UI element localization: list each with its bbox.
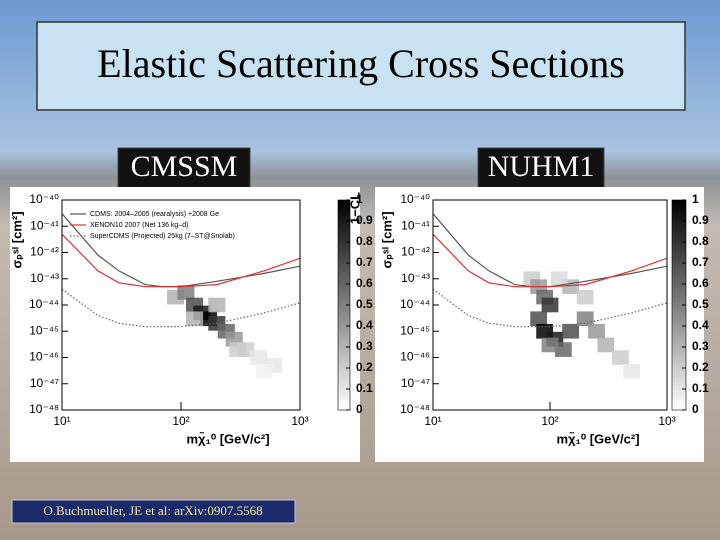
title-box bbox=[36, 21, 686, 111]
heat-cell bbox=[554, 342, 572, 357]
z-tick-label: 0.7 bbox=[692, 255, 709, 269]
z-tick-label: 0.7 bbox=[356, 255, 373, 269]
y-tick-label: 10⁻⁴¹ bbox=[401, 218, 430, 232]
legend-label: XENON10 2007 (Net 136 kg–d) bbox=[90, 222, 188, 229]
z-tick-label: 0.2 bbox=[692, 360, 709, 374]
y-tick-label: 10⁻⁴⁷ bbox=[401, 376, 430, 390]
y-tick-label: 10⁻⁴⁶ bbox=[29, 350, 59, 364]
heat-cell bbox=[550, 271, 568, 287]
plot-area bbox=[62, 213, 300, 379]
z-tick-label: 0 bbox=[356, 402, 363, 416]
plot-area bbox=[433, 213, 667, 379]
limit-curve bbox=[433, 288, 667, 328]
y-tick-label: 10⁻⁴² bbox=[30, 245, 59, 259]
y-tick-label: 10⁻⁴⁵ bbox=[29, 323, 59, 337]
x-tick-label: 10³ bbox=[658, 414, 675, 428]
legend-label: SuperCDMS (Projected) 25kg (7–ST@Snolab) bbox=[90, 233, 235, 240]
z-tick-label: 0.6 bbox=[692, 276, 709, 290]
z-tick-label: 0.5 bbox=[356, 297, 373, 311]
y-tick-label: 10⁻⁴⁰ bbox=[400, 192, 430, 206]
z-tick-label: 1 bbox=[356, 192, 363, 206]
z-tick-label: 0.8 bbox=[692, 234, 709, 248]
z-tick-label: 1 bbox=[692, 192, 699, 206]
x-tick-label: 10² bbox=[172, 414, 189, 428]
plot-panel bbox=[10, 187, 360, 462]
limit-curve bbox=[433, 233, 667, 288]
y-tick-label: 10⁻⁴⁵ bbox=[400, 323, 430, 337]
y-tick-label: 10⁻⁴⁴ bbox=[29, 297, 59, 311]
y-axis-label: σₚˢᴵ [cm²] bbox=[379, 211, 394, 268]
y-tick-label: 10⁻⁴⁰ bbox=[29, 192, 59, 206]
y-tick-label: 10⁻⁴⁸ bbox=[29, 402, 59, 416]
heat-cell bbox=[250, 350, 268, 365]
x-axis-label: mχ̃₁⁰ [GeV/c²] bbox=[556, 431, 639, 446]
x-axis-label: mχ̃₁⁰ [GeV/c²] bbox=[186, 431, 269, 446]
x-tick-label: 10² bbox=[541, 414, 558, 428]
heat-cell bbox=[623, 363, 641, 379]
y-axis-label: σₚˢᴵ [cm²] bbox=[9, 211, 24, 268]
legend-label: CDMS: 2004–2005 (rearalysis) +2008 Ge bbox=[90, 211, 219, 218]
heat-cell bbox=[562, 323, 580, 339]
z-tick-label: 0.5 bbox=[692, 297, 709, 311]
y-tick-label: 10⁻⁴¹ bbox=[30, 218, 59, 232]
y-tick-label: 10⁻⁴⁷ bbox=[30, 376, 59, 390]
z-tick-label: 0 bbox=[692, 402, 699, 416]
heat-cell bbox=[576, 289, 594, 305]
heat-cell bbox=[229, 342, 247, 357]
z-tick-label: 0.8 bbox=[356, 234, 373, 248]
y-tick-label: 10⁻⁴³ bbox=[401, 271, 430, 285]
heat-cell bbox=[255, 363, 273, 379]
z-axis-label: 1−CL bbox=[347, 192, 362, 224]
heat-cell bbox=[588, 323, 605, 339]
heat-cell bbox=[530, 311, 548, 327]
x-tick-label: 10³ bbox=[291, 414, 308, 428]
heat-cell bbox=[186, 311, 204, 327]
y-tick-label: 10⁻⁴⁸ bbox=[400, 402, 430, 416]
model-label: CMSSM bbox=[131, 150, 238, 183]
x-tick-label: 10¹ bbox=[53, 414, 70, 428]
heat-cell bbox=[612, 350, 629, 365]
label-box bbox=[477, 147, 605, 189]
label-box bbox=[117, 147, 251, 189]
x-tick-label: 10¹ bbox=[424, 414, 441, 428]
heat-cell bbox=[597, 337, 615, 353]
z-tick-label: 0.1 bbox=[692, 381, 709, 395]
heat-cell bbox=[541, 297, 559, 313]
z-tick-label: 0.4 bbox=[692, 318, 709, 332]
citation-box bbox=[11, 499, 296, 524]
heat-cell bbox=[177, 285, 195, 300]
y-tick-label: 10⁻⁴³ bbox=[30, 271, 59, 285]
y-tick-label: 10⁻⁴² bbox=[401, 245, 430, 259]
y-tick-label: 10⁻⁴⁴ bbox=[400, 297, 430, 311]
z-tick-label: 0.3 bbox=[692, 339, 709, 353]
z-tick-label: 0.3 bbox=[356, 339, 373, 353]
slide-title: Elastic Scattering Cross Sections bbox=[97, 41, 625, 86]
heat-cell bbox=[208, 297, 226, 313]
z-tick-label: 0.9 bbox=[356, 213, 373, 227]
heat-cell bbox=[576, 311, 594, 327]
model-label: NUHM1 bbox=[488, 150, 595, 183]
limit-curve bbox=[62, 233, 300, 288]
y-tick-label: 10⁻⁴⁶ bbox=[400, 350, 430, 364]
z-tick-label: 0.1 bbox=[356, 381, 373, 395]
z-tick-label: 0.9 bbox=[692, 213, 709, 227]
z-tick-label: 0.6 bbox=[356, 276, 373, 290]
citation: O.Buchmueller, JE et al: arXiv:0907.5568 bbox=[43, 503, 262, 518]
heat-cell bbox=[541, 337, 559, 353]
z-tick-label: 0.4 bbox=[356, 318, 373, 332]
z-tick-label: 0.2 bbox=[356, 360, 373, 374]
